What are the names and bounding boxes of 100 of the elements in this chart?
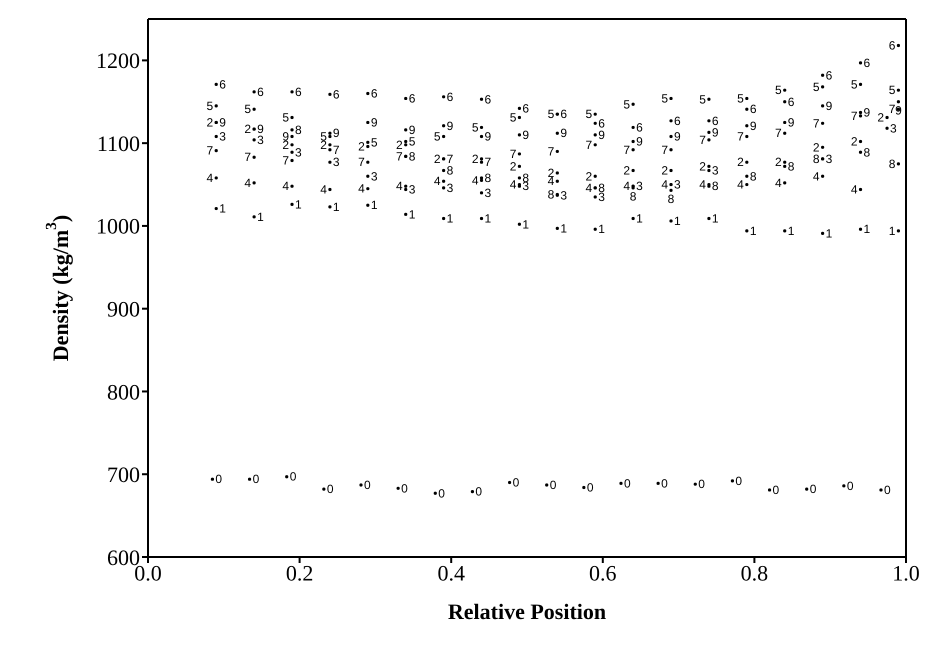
point	[442, 180, 446, 183]
point	[252, 90, 256, 94]
text: 6	[712, 114, 719, 128]
point	[508, 480, 512, 484]
point	[480, 160, 484, 164]
text: 0	[884, 482, 891, 497]
point	[210, 478, 214, 481]
text: 5	[812, 80, 820, 94]
point	[632, 102, 635, 106]
text: 0	[661, 476, 668, 490]
point	[783, 181, 786, 184]
text: 7	[206, 144, 214, 158]
text: 1	[826, 226, 832, 240]
text: 8	[484, 170, 492, 185]
point	[745, 182, 748, 186]
text: 1	[712, 211, 719, 226]
text: 8	[788, 159, 794, 174]
text: 5	[244, 102, 252, 116]
point	[366, 92, 370, 96]
text: 6	[598, 116, 605, 130]
text: 3	[446, 180, 454, 195]
point	[290, 143, 294, 146]
y-tick-label: 1100	[96, 130, 140, 156]
point	[783, 88, 786, 92]
point	[518, 106, 522, 110]
x-tick-label: 0.8	[740, 560, 768, 586]
text: 6	[750, 102, 757, 116]
point	[252, 156, 256, 159]
text: 7	[244, 150, 252, 164]
text: 9	[598, 128, 605, 142]
point	[404, 212, 408, 216]
point	[556, 171, 559, 175]
point	[594, 174, 597, 178]
text: 4	[358, 182, 365, 196]
text: 1	[598, 222, 605, 236]
text: 2	[434, 152, 441, 166]
point	[556, 150, 559, 154]
point	[518, 116, 522, 120]
text: 7	[737, 130, 744, 144]
series-label: 9	[370, 115, 378, 130]
text: 4	[586, 180, 592, 195]
text: 4	[623, 179, 630, 194]
point	[885, 116, 889, 120]
text: 8	[408, 149, 416, 164]
point	[745, 229, 748, 232]
point	[328, 132, 332, 135]
text: 0	[215, 472, 222, 486]
text: 0	[735, 474, 742, 488]
point	[442, 168, 446, 172]
point	[879, 488, 883, 492]
text: 2	[472, 152, 479, 166]
point	[632, 168, 635, 172]
point	[745, 124, 748, 128]
text: 1	[370, 198, 378, 212]
text: 9	[750, 118, 757, 133]
point	[805, 488, 808, 491]
point	[290, 202, 294, 206]
text: 8	[548, 187, 554, 202]
text: 6	[522, 101, 530, 116]
text: 6	[446, 90, 454, 104]
text: 8	[812, 152, 820, 166]
text: 0	[624, 476, 631, 490]
point	[556, 226, 559, 230]
point	[783, 120, 786, 124]
point	[858, 114, 862, 118]
y-tick-label: 1200	[96, 48, 140, 74]
point	[783, 100, 786, 104]
text: 2	[812, 140, 820, 154]
text: 9	[484, 130, 492, 144]
series-label: 5	[370, 135, 378, 150]
point	[858, 110, 862, 114]
point	[290, 158, 294, 162]
text: 7	[888, 102, 896, 116]
text: 5	[661, 91, 668, 106]
point	[707, 168, 711, 172]
text: 5	[408, 134, 416, 148]
point	[896, 44, 900, 48]
text: 7	[850, 108, 858, 123]
x-tick-label: 0.4	[437, 560, 465, 586]
point	[214, 82, 218, 86]
point	[745, 134, 748, 138]
point	[556, 180, 559, 183]
x-axis-title: Relative Position	[448, 599, 606, 624]
text: 6	[826, 68, 832, 82]
text: 4	[850, 182, 858, 197]
text: 1	[484, 211, 492, 226]
text: 3	[826, 152, 832, 166]
point	[821, 146, 824, 149]
point	[434, 492, 437, 495]
text: 9	[895, 104, 902, 118]
text: 7	[775, 126, 782, 140]
point	[518, 164, 522, 168]
text: 2	[877, 110, 884, 124]
point	[442, 124, 446, 128]
text: 4	[510, 178, 516, 192]
point	[858, 228, 862, 231]
point	[518, 133, 522, 136]
point	[821, 104, 824, 108]
point	[694, 482, 697, 486]
point	[768, 488, 772, 492]
